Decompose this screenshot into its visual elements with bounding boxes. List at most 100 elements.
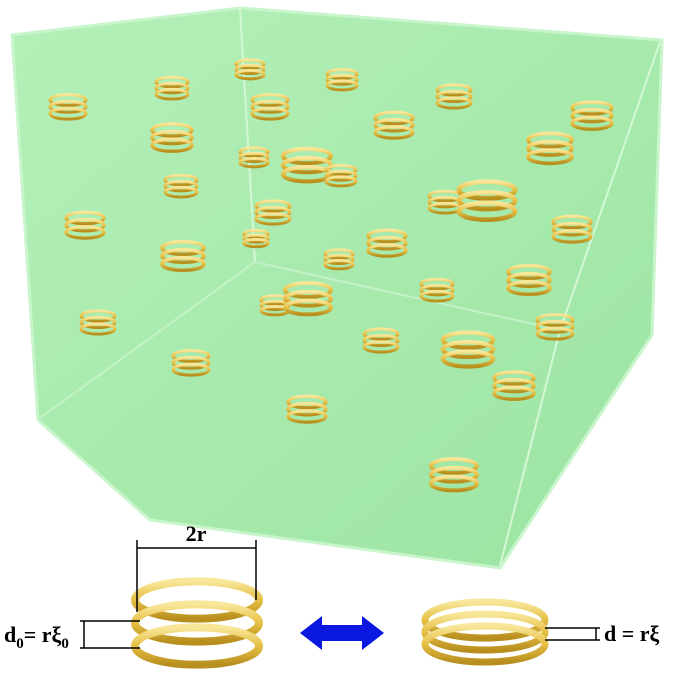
spring-coil: [419, 283, 455, 297]
spring-coil: [526, 131, 574, 149]
spring-coil: [324, 175, 358, 188]
spring-coil: [506, 279, 552, 297]
spring-coil: [234, 58, 266, 70]
spring-coil: [48, 99, 88, 114]
spring-coil: [171, 349, 211, 363]
spring-coil: [362, 340, 400, 354]
spring-coil: [570, 100, 614, 116]
label-sub: 0: [16, 636, 24, 652]
spring-coil: [323, 248, 355, 260]
spring-coil: [373, 110, 415, 126]
box-edge: [254, 261, 561, 331]
spring-coil: [535, 326, 575, 341]
spring-coil: [429, 474, 479, 493]
spring-coil: [570, 107, 614, 124]
dimension: [80, 540, 600, 649]
spring-coil: [435, 89, 473, 104]
spring-coil: [551, 214, 593, 230]
spring-coil: [283, 298, 333, 317]
spring-coil: [325, 68, 359, 80]
spring-coil: [171, 362, 211, 377]
spring-coil: [254, 205, 292, 220]
spring-coil: [366, 235, 408, 251]
spring-coil: [492, 385, 536, 401]
spring-coil: [242, 238, 270, 249]
spring-coil: [456, 179, 518, 201]
spring-coil: [154, 81, 190, 95]
spring-coil: [163, 179, 199, 193]
spring-coil: [419, 289, 455, 303]
spring-coil: [429, 457, 479, 475]
spring-coil: [440, 349, 496, 369]
spring-coil: [48, 93, 88, 107]
spring-coil: [283, 281, 333, 299]
label-sub: 0: [61, 636, 69, 652]
box: [10, 6, 664, 570]
spring-coil: [440, 339, 496, 360]
spring-coil: [324, 169, 358, 182]
legend-springs: [131, 577, 549, 669]
spring-coil: [366, 228, 408, 244]
spring-coil: [535, 313, 575, 327]
spring-coil: [242, 233, 270, 244]
spring-coil: [150, 129, 194, 146]
spring-coil: [234, 68, 266, 81]
spring-coil: [551, 221, 593, 237]
spring-coil: [79, 315, 117, 330]
spring-coil: [242, 228, 270, 240]
spring-coil: [250, 106, 290, 121]
spring-coil: [150, 122, 194, 138]
spring-coil: [238, 146, 270, 158]
spring-coil: [535, 319, 575, 334]
spring-coil: [254, 199, 292, 213]
width-label: 2r: [186, 521, 207, 546]
spring-coil: [570, 115, 614, 131]
spring-coil: [160, 247, 206, 265]
spring-coil: [234, 63, 266, 76]
spring-coil: [435, 96, 473, 110]
label-part: d: [4, 622, 16, 647]
spring-coil: [325, 79, 359, 92]
spring-coil: [250, 93, 290, 107]
spring-coil: [79, 322, 117, 336]
spring-coil: [421, 622, 549, 666]
spring-coil: [286, 409, 328, 424]
spring-coil: [440, 330, 496, 350]
label-part: = rξ: [24, 622, 62, 647]
spring-coil: [79, 309, 117, 323]
spring-coil: [492, 370, 536, 386]
spring-coil: [362, 333, 400, 348]
spring-coil: [421, 610, 549, 654]
spring-coil: [160, 239, 206, 257]
spring-coil: [526, 148, 574, 166]
left-label: d0= rξ0: [4, 622, 69, 652]
right-label: d = rξ: [604, 621, 660, 646]
spring-coil: [48, 106, 88, 121]
spring-coil: [283, 289, 333, 308]
spring-coil: [429, 465, 479, 484]
spring-coil: [131, 577, 263, 623]
spring-coil: [366, 243, 408, 258]
spring-coil: [64, 225, 106, 240]
spring-coil: [150, 137, 194, 153]
spring-coil: [551, 229, 593, 244]
spring-coil: [456, 189, 518, 212]
spring-coil: [154, 87, 190, 101]
spring-coil: [163, 185, 199, 199]
spring-coil: [362, 327, 400, 341]
spring-coil: [286, 394, 328, 410]
box-edge: [499, 329, 561, 567]
spring-coil: [280, 146, 334, 166]
spring-coil: [286, 401, 328, 417]
spring-coil: [506, 271, 552, 289]
spring-coil: [160, 255, 206, 273]
spring-coil: [324, 164, 358, 176]
spring-coil: [238, 156, 270, 169]
spring-coil: [64, 210, 106, 226]
spring-coil: [323, 253, 355, 266]
box-face: [10, 6, 664, 570]
box-edge: [39, 261, 256, 419]
spring-coil: [64, 217, 106, 233]
spring-coil: [154, 75, 190, 89]
